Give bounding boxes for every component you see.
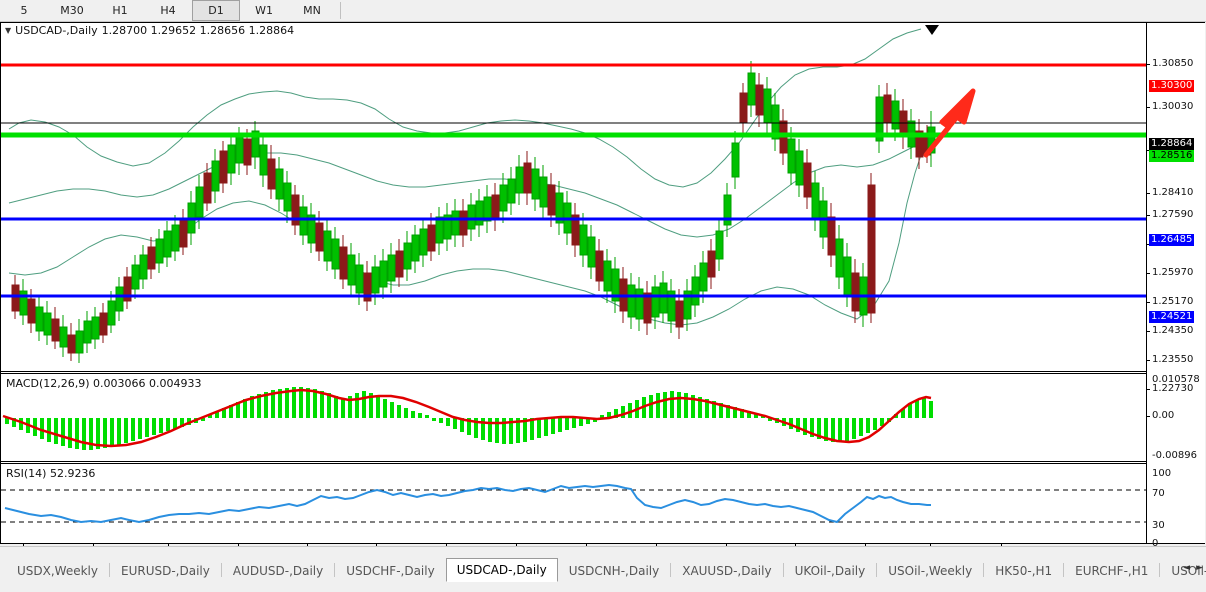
- chevron-down-icon[interactable]: ▼: [5, 25, 12, 35]
- tab-divider: [876, 562, 878, 577]
- timeframe-button-w1[interactable]: W1: [255, 4, 273, 17]
- timeframe-button-h1[interactable]: H1: [112, 4, 128, 17]
- bollinger-middle: [8, 142, 922, 238]
- tab-divider: [220, 562, 222, 577]
- timeframe-button-h4[interactable]: H4: [160, 4, 176, 17]
- candlestick-series: [11, 61, 936, 363]
- price-label-support-green: 1.28516: [1149, 150, 1195, 162]
- tab-hk50-h1[interactable]: HK50-,H1: [995, 564, 1053, 578]
- price-scale[interactable]: 1.30850 1.30030 1.29230 1.28410 1.27590 …: [1146, 23, 1205, 549]
- tab-usdx-weekly[interactable]: USDX,Weekly: [17, 564, 98, 578]
- tab-divider: [670, 562, 672, 577]
- tab-scroll-controls: ◄ ►: [1183, 563, 1203, 573]
- bollinger-upper: [8, 28, 922, 188]
- tab-xauusd-daily[interactable]: XAUUSD-,Daily: [682, 564, 772, 578]
- tab-usoil-h1[interactable]: USOil-,H: [1171, 564, 1206, 578]
- down-triangle-marker-icon: [925, 25, 939, 35]
- tab-eurusd-daily[interactable]: EURUSD-,Daily: [121, 564, 210, 578]
- chart-tab-bar: USDX,Weekly EURUSD-,Daily AUDUSD-,Daily …: [0, 546, 1206, 592]
- price-chart-svg: [1, 25, 1146, 363]
- tab-divider: [782, 562, 784, 577]
- tab-audusd-daily[interactable]: AUDUSD-,Daily: [232, 564, 324, 578]
- chart-frame[interactable]: ▼ USDCAD-,Daily 1.28700 1.29652 1.28656 …: [0, 22, 1205, 557]
- timeframe-toolbar: 5 M30 H1 H4 D1 W1 MN: [0, 0, 1206, 22]
- scroll-right-icon[interactable]: ►: [1196, 563, 1203, 573]
- timeframe-button-m5[interactable]: 5: [20, 4, 28, 17]
- horizontal-level-lines: [1, 63, 1146, 298]
- price-label-current: 1.28864: [1149, 138, 1195, 150]
- tab-divider: [1159, 562, 1161, 577]
- price-label-support-blue-1: 1.26485: [1149, 234, 1195, 246]
- rsi-line: [4, 483, 931, 524]
- macd-signal-line: [2, 388, 932, 448]
- chart-tabs: USDX,Weekly EURUSD-,Daily AUDUSD-,Daily …: [0, 557, 1206, 582]
- timeframe-button-m30[interactable]: M30: [60, 4, 84, 17]
- tab-usdcnh-daily[interactable]: USDCNH-,Daily: [568, 564, 660, 578]
- rsi-label: RSI(14) 52.9236: [6, 467, 96, 480]
- chart-header: ▼ USDCAD-,Daily 1.28700 1.29652 1.28656 …: [1, 23, 1150, 38]
- chart-ohlc-values: 1.28700 1.29652 1.28656 1.28864: [101, 24, 295, 37]
- price-label-resistance: 1.30300: [1149, 80, 1195, 92]
- scroll-left-icon[interactable]: ◄: [1183, 563, 1191, 573]
- tab-divider: [983, 562, 985, 577]
- macd-pane[interactable]: MACD(12,26,9) 0.003066 0.004933: [1, 373, 1146, 462]
- toolbar-divider: [340, 2, 341, 19]
- rsi-pane[interactable]: RSI(14) 52.9236: [1, 463, 1146, 544]
- macd-label: MACD(12,26,9) 0.003066 0.004933: [6, 377, 202, 390]
- price-label-support-blue-2: 1.24521: [1149, 311, 1195, 323]
- tab-divider: [1063, 562, 1065, 577]
- bullish-arrow-icon[interactable]: [923, 88, 976, 158]
- tab-usdcad-daily[interactable]: USDCAD-,Daily: [445, 558, 558, 582]
- tab-divider: [334, 562, 336, 577]
- timeframe-button-mn[interactable]: MN: [303, 4, 321, 17]
- bollinger-lower: [8, 154, 922, 326]
- tab-usoil-weekly[interactable]: USOil-,Weekly: [888, 564, 973, 578]
- timeframe-button-d1[interactable]: D1: [192, 0, 240, 21]
- tab-divider: [109, 562, 110, 577]
- macd-chart-svg: [2, 387, 933, 450]
- tab-ukoil-daily[interactable]: UKOil-,Daily: [794, 564, 866, 578]
- bollinger-bands: [8, 28, 922, 326]
- price-pane[interactable]: [1, 23, 1146, 372]
- tab-usdchf-daily[interactable]: USDCHF-,Daily: [346, 564, 435, 578]
- tab-eurchf-h1[interactable]: EURCHF-,H1: [1075, 564, 1149, 578]
- chart-symbol-label: USDCAD-,Daily: [15, 24, 98, 37]
- rsi-chart-svg: [1, 483, 1146, 524]
